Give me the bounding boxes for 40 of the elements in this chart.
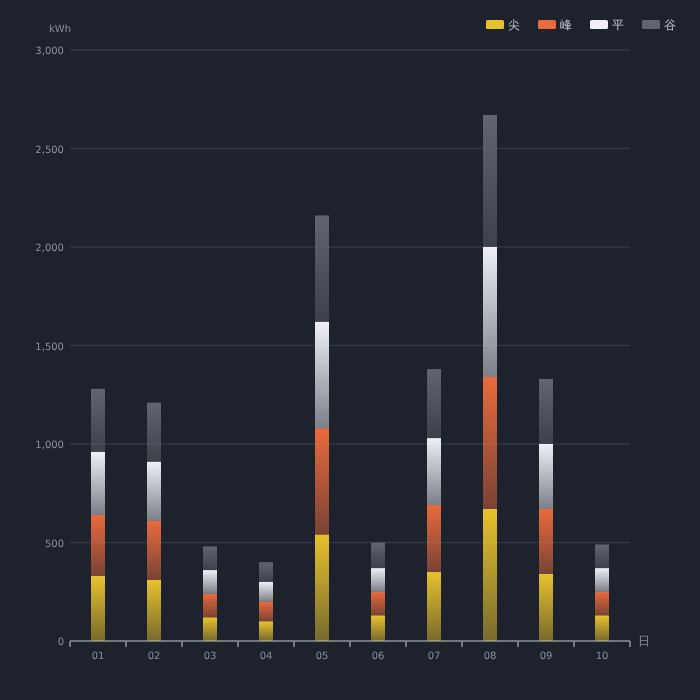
bar	[595, 544, 609, 569]
bar	[203, 570, 217, 594]
bar	[91, 388, 105, 452]
bar	[91, 575, 105, 641]
bar	[315, 215, 329, 322]
bar	[427, 369, 441, 439]
bar	[539, 378, 553, 444]
bar	[371, 615, 385, 641]
bar	[595, 591, 609, 616]
bar	[539, 444, 553, 510]
bar	[427, 438, 441, 506]
bar	[427, 572, 441, 641]
bar	[203, 546, 217, 571]
bar	[539, 574, 553, 641]
bar	[539, 509, 553, 575]
bar	[371, 568, 385, 592]
bar	[483, 509, 497, 641]
bar	[315, 428, 329, 535]
bar	[91, 451, 105, 515]
bar	[371, 542, 385, 569]
bar	[203, 617, 217, 641]
bar	[483, 247, 497, 378]
bar	[147, 520, 161, 580]
bar	[427, 505, 441, 573]
bar	[595, 615, 609, 641]
bar	[259, 601, 273, 622]
bar	[259, 581, 273, 602]
bar	[147, 461, 161, 521]
bar	[371, 591, 385, 616]
bar	[259, 621, 273, 641]
bar	[595, 568, 609, 592]
bar	[315, 534, 329, 641]
bar	[203, 593, 217, 618]
bar	[483, 377, 497, 510]
bar	[147, 402, 161, 462]
bar	[315, 321, 329, 429]
bar	[147, 579, 161, 641]
bar	[483, 115, 497, 247]
bar	[259, 562, 273, 582]
bar	[91, 514, 105, 576]
